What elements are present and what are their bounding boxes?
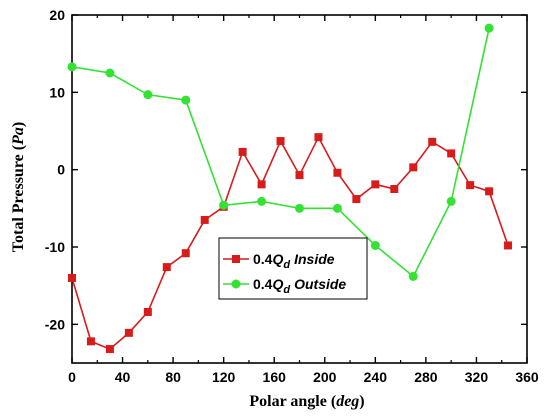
y-axis-title-text: Total Pressure bbox=[10, 154, 27, 252]
y-tick-label: 10 bbox=[49, 84, 65, 100]
y-tick-label: -20 bbox=[45, 316, 65, 332]
data-point-square bbox=[143, 307, 152, 316]
x-tick-label: 160 bbox=[263, 369, 287, 385]
series-inside bbox=[68, 133, 513, 354]
x-tick-label: 80 bbox=[165, 369, 181, 385]
y-tick-label: -10 bbox=[45, 239, 65, 255]
data-point-square bbox=[181, 249, 190, 258]
x-tick-label: 0 bbox=[68, 369, 76, 385]
data-point-square bbox=[314, 133, 323, 142]
plot-frame bbox=[71, 14, 528, 364]
y-axis-unit: Pa bbox=[10, 127, 27, 146]
data-point-square bbox=[276, 137, 285, 146]
y-tick-label: 20 bbox=[49, 7, 65, 23]
tick-labels: 0 40 80 120 160 200 240 280 320 360 -20 -10 0 10 20 bbox=[45, 7, 539, 385]
data-point-circle bbox=[484, 23, 494, 33]
data-point-square bbox=[238, 147, 247, 156]
data-point-square bbox=[124, 328, 133, 337]
data-point-circle bbox=[257, 196, 267, 206]
data-point-square bbox=[390, 185, 399, 193]
y-tick-label: 0 bbox=[57, 162, 65, 178]
x-tick-label: 280 bbox=[414, 369, 438, 385]
series-layer bbox=[67, 23, 513, 354]
x-axis-title-text: Polar angle bbox=[249, 393, 326, 410]
data-point-square bbox=[409, 163, 418, 172]
x-tick-label: 40 bbox=[115, 369, 131, 385]
series-line bbox=[71, 27, 490, 278]
x-axis-unit: deg bbox=[336, 393, 359, 410]
data-point-circle bbox=[408, 271, 418, 281]
data-point-square bbox=[466, 181, 475, 190]
data-point-square bbox=[352, 195, 361, 204]
data-point-square bbox=[68, 273, 76, 282]
data-point-square bbox=[485, 187, 494, 196]
data-point-circle bbox=[295, 203, 304, 213]
data-point-square bbox=[295, 171, 304, 180]
data-point-circle bbox=[181, 95, 191, 105]
legend-entry-inside: 0.4Qd Inside bbox=[223, 251, 335, 271]
data-point-circle bbox=[143, 90, 153, 100]
x-tick-label: 240 bbox=[364, 369, 388, 385]
legend-inside-label: 0.4Qd Inside bbox=[253, 251, 335, 271]
x-axis-title: Polar angle (deg) bbox=[249, 393, 364, 410]
series-outside bbox=[67, 23, 494, 281]
data-point-square bbox=[371, 180, 380, 189]
plot-border bbox=[71, 14, 528, 364]
data-point-circle bbox=[105, 68, 115, 78]
legend-box bbox=[218, 237, 368, 300]
x-tick-label: 320 bbox=[465, 369, 489, 385]
data-point-circle bbox=[332, 203, 342, 213]
data-point-square bbox=[504, 241, 513, 250]
legend-entry-outside: 0.4Qd Outside bbox=[223, 276, 346, 296]
axis-ticks bbox=[71, 14, 528, 363]
data-point-square bbox=[447, 149, 456, 158]
data-point-square bbox=[105, 345, 114, 354]
data-point-circle bbox=[67, 62, 77, 72]
data-point-circle bbox=[219, 200, 229, 210]
data-point-square bbox=[257, 180, 266, 189]
data-point-square bbox=[86, 337, 95, 346]
x-tick-label: 120 bbox=[212, 369, 236, 385]
data-point-square bbox=[333, 168, 342, 177]
data-point-square bbox=[200, 215, 209, 224]
data-point-circle bbox=[446, 196, 456, 206]
legend-outside-marker bbox=[231, 279, 241, 289]
legend-inside-marker bbox=[232, 255, 240, 263]
legend-outside-label: 0.4Qd Outside bbox=[253, 276, 346, 296]
legend: 0.4Qd Inside 0.4Qd Outside bbox=[218, 237, 368, 300]
data-point-circle bbox=[370, 240, 380, 250]
x-tick-label: 360 bbox=[515, 369, 539, 385]
x-tick-label: 200 bbox=[313, 369, 337, 385]
data-point-square bbox=[162, 263, 171, 272]
data-point-square bbox=[428, 137, 437, 146]
y-axis-title: Total Pressure (Pa) bbox=[10, 122, 27, 252]
